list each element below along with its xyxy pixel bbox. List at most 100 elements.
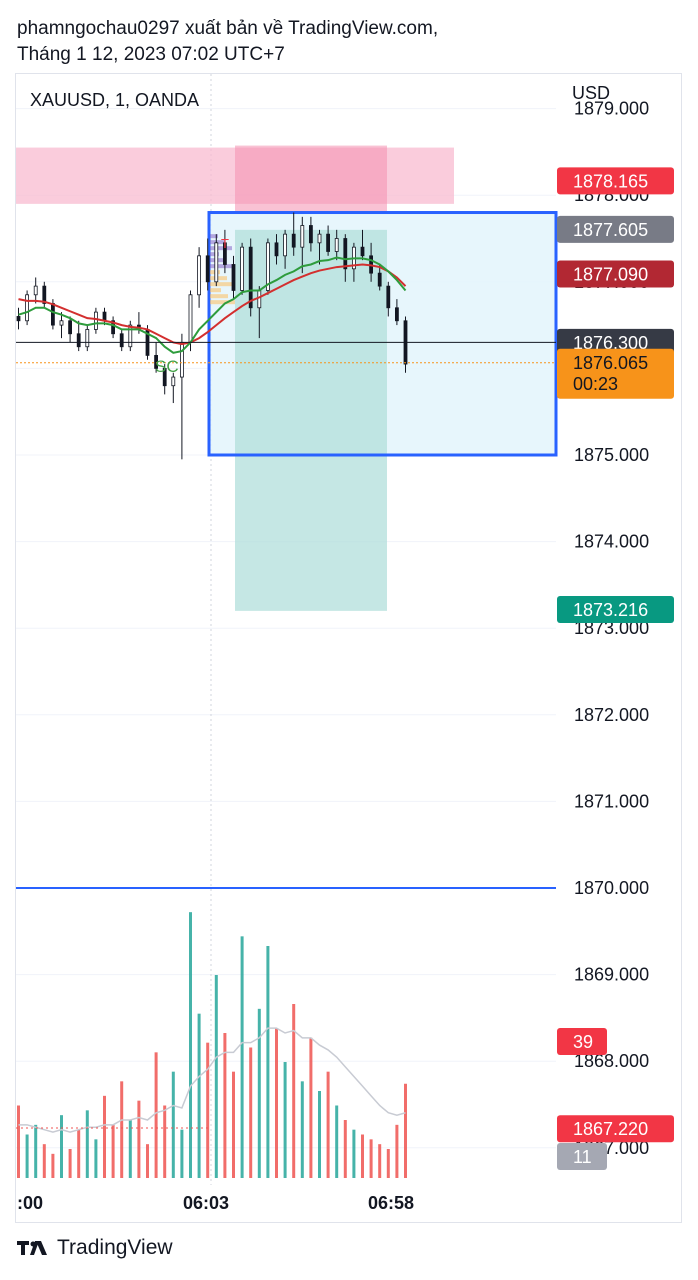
- volume-bar: [34, 1124, 38, 1178]
- volume-bar: [283, 1062, 287, 1178]
- candle-body: [265, 242, 270, 291]
- volume-bar: [300, 1081, 304, 1178]
- volume-profile-bar: [210, 282, 234, 287]
- candle-body: [326, 233, 331, 252]
- volume-bar: [197, 1013, 201, 1178]
- price-tick-label: 1868.000: [574, 1051, 649, 1071]
- volume-bar: [318, 1091, 321, 1178]
- volume-bar: [361, 1134, 364, 1178]
- volume-bar: [335, 1105, 339, 1178]
- volume-badge-label: 39: [573, 1032, 593, 1052]
- price-badge-label: 1876.300: [573, 333, 648, 353]
- volume-profile-bar: [210, 288, 221, 293]
- volume-bar: [146, 1144, 149, 1178]
- volume-bar: [352, 1129, 356, 1178]
- time-tick-label: :00: [17, 1193, 43, 1213]
- volume-pane: [16, 912, 407, 1178]
- price-tick-label: 1873.000: [574, 618, 649, 638]
- volume-bar: [292, 1004, 296, 1178]
- volume-bar: [171, 1071, 175, 1178]
- chart-frame: [15, 73, 682, 1223]
- stop-zone: [235, 145, 387, 213]
- volume-bar: [386, 1149, 390, 1178]
- candle-body: [16, 316, 21, 322]
- publication-header: phamngochau0297 xuất bản về TradingView.…: [17, 16, 438, 68]
- candle-body: [248, 246, 253, 309]
- candle-body: [94, 311, 98, 330]
- candle-body: [85, 329, 90, 348]
- volume-bar: [111, 1124, 115, 1178]
- candle-body: [42, 285, 47, 304]
- volume-bar: [189, 912, 192, 1178]
- publish-date: Tháng 1 12, 2023 07:02 UTC+7: [17, 44, 285, 65]
- candle-body: [214, 242, 219, 283]
- candle-body: [33, 285, 38, 296]
- candle-body: [274, 242, 279, 257]
- price-tick-label: 1871.000: [574, 791, 649, 811]
- candle-body: [154, 355, 159, 369]
- candle-body: [59, 320, 64, 326]
- tradingview-logo-icon: [17, 1241, 47, 1255]
- volume-profile-bar: [210, 294, 228, 299]
- volume-bar: [309, 1037, 313, 1178]
- price-badge: [557, 260, 674, 288]
- price-tick-label: 1875.000: [574, 445, 649, 465]
- price-tick-label: 1872.000: [574, 705, 649, 725]
- volume-bar: [17, 1105, 20, 1178]
- candle-body: [222, 242, 227, 265]
- ema-red-line: [18, 263, 407, 346]
- volume-bar: [395, 1124, 399, 1178]
- candle-body: [111, 320, 115, 335]
- candle-body: [76, 333, 81, 348]
- candle-body: [179, 342, 184, 378]
- brand-name: TradingView: [57, 1236, 173, 1259]
- volume-bar: [232, 1071, 235, 1178]
- price-badge-label: 1877.605: [573, 220, 648, 240]
- candle-body: [188, 294, 193, 343]
- volume-ma-line: [18, 1027, 406, 1133]
- symbol-title[interactable]: XAUUSD, 1, OANDA: [30, 90, 199, 110]
- candle-body: [283, 233, 288, 257]
- position-zones: [16, 145, 558, 611]
- volume-bar: [85, 1110, 89, 1178]
- volume-bar: [51, 1153, 55, 1178]
- volume-profile-bar: [210, 300, 235, 305]
- candle-body: [300, 225, 305, 248]
- candle-body: [394, 307, 399, 322]
- price-badge: [557, 1115, 674, 1143]
- price-badge-label: 1873.216: [573, 600, 648, 620]
- candle-body: [377, 272, 382, 287]
- volume-bar: [404, 1083, 407, 1178]
- price-tick-label: 1879.000: [574, 99, 649, 119]
- volume-badge: [557, 1143, 607, 1170]
- candle-body: [360, 246, 365, 257]
- volume-bar: [369, 1139, 373, 1178]
- price-badge-label: 1878.165: [573, 171, 648, 191]
- candle-body: [162, 367, 167, 387]
- volume-bar: [25, 1134, 29, 1178]
- volume-bar: [275, 1028, 278, 1178]
- currency-label[interactable]: USD: [572, 83, 610, 103]
- candle-body: [51, 303, 55, 326]
- price-badge: [557, 215, 674, 243]
- candle-body: [68, 320, 72, 335]
- candle-body: [308, 225, 313, 244]
- price-badge-label: 1877.090: [573, 265, 648, 285]
- candle-body: [205, 255, 210, 283]
- volume-bar: [128, 1120, 132, 1178]
- candle-body: [291, 233, 296, 248]
- moving-averages: [18, 256, 407, 354]
- volume-bar: [77, 1129, 81, 1178]
- price-tick-label: 1874.000: [574, 532, 649, 552]
- tradingview-logo[interactable]: TradingView: [17, 1236, 173, 1260]
- volume-bar: [154, 1052, 158, 1178]
- price-lines: [16, 341, 556, 889]
- current-price-badge: [557, 348, 674, 399]
- volume-bar: [249, 1047, 253, 1178]
- volume-bar: [257, 1008, 261, 1178]
- volume-bar: [223, 1033, 227, 1178]
- candle-body: [334, 238, 339, 252]
- price-badge-label: 1867.220: [573, 1119, 648, 1139]
- volume-bar: [240, 936, 244, 1178]
